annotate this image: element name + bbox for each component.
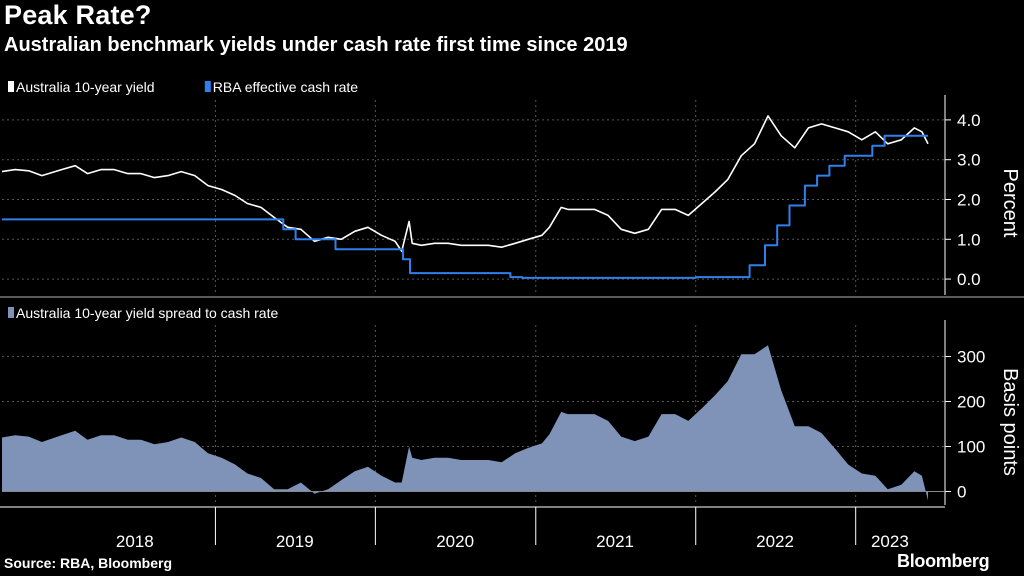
x-tick-label: 2019 — [276, 532, 314, 551]
chart-title: Peak Rate? — [4, 0, 152, 30]
source-note: Source: RBA, Bloomberg — [4, 555, 173, 571]
y-tick-label: 0.0 — [957, 270, 981, 289]
top-panel: 0.0 1.0 2.0 3.0 4.0 Percent Australia 10-year … — [1, 79, 1021, 295]
yield-line — [1, 115, 929, 252]
legend-label: RBA effective cash rate — [213, 79, 358, 95]
cash-rate-line — [2, 134, 928, 279]
legend-swatch — [8, 307, 14, 318]
bloomberg-logo: Bloomberg — [897, 551, 990, 571]
y-tick-label: 100 — [957, 438, 985, 457]
x-tick-label: 2021 — [596, 532, 634, 551]
chart-subtitle: Australian benchmark yields under cash r… — [4, 34, 628, 56]
y-axis-label: Basis points — [999, 368, 1021, 476]
legend-swatch — [8, 81, 14, 92]
x-tick-label: 2022 — [756, 532, 794, 551]
y-tick-label: 200 — [957, 393, 985, 412]
y-tick-label: 2.0 — [957, 190, 981, 209]
x-axis: 2018 2019 2020 2021 2022 2023 — [0, 296, 1024, 551]
x-tick-label: 2023 — [871, 532, 909, 551]
spread-area — [2, 345, 928, 501]
x-tick-label: 2018 — [116, 532, 154, 551]
legend-label: Australia 10-year yield spread to cash r… — [16, 305, 278, 321]
bottom-panel: 0 100 200 300 Basis points Australia 10-year … — [2, 305, 1021, 505]
y-tick-label: 1.0 — [957, 230, 981, 249]
y-tick-label: 4.0 — [957, 111, 981, 130]
y-axis-label: Percent — [999, 169, 1021, 238]
legend-label: Australia 10-year yield — [16, 79, 155, 95]
x-tick-label: 2020 — [436, 532, 474, 551]
y-tick-label: 300 — [957, 348, 985, 367]
y-tick-label: 0 — [957, 483, 966, 502]
y-tick-label: 3.0 — [957, 151, 981, 170]
legend-swatch — [204, 81, 211, 92]
